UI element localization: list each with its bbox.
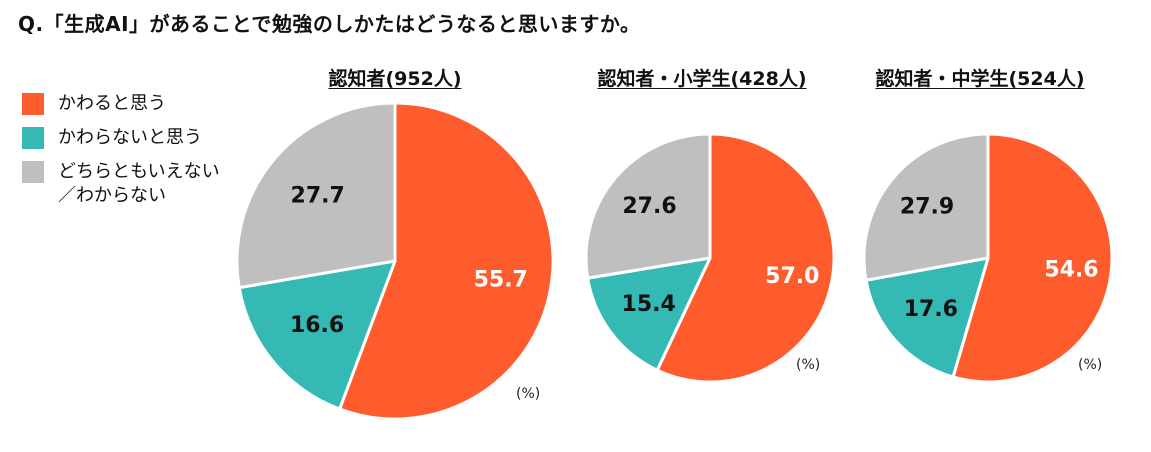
pie-slice-elementary-unsure bbox=[584, 132, 712, 280]
question-title: Q.「生成AI」があることで勉強のしかたはどうなると思いますか。 bbox=[18, 12, 641, 36]
chart-title-all: 認知者(952人) bbox=[328, 68, 462, 90]
legend-item-unsure: どちらともいえない ／わからない bbox=[22, 160, 220, 208]
legend-label-unsure: どちらともいえない ／わからない bbox=[58, 161, 220, 206]
pie-slice-junior-high-unsure bbox=[862, 132, 990, 282]
legend-swatch-change bbox=[22, 93, 44, 115]
legend-label-change: かわると思う bbox=[58, 93, 166, 114]
pie-slice-elementary-no-change bbox=[586, 256, 712, 372]
data-label-junior-high-change: 54.6 bbox=[1044, 258, 1098, 283]
unit-label-elementary: (%) bbox=[796, 357, 821, 373]
chart-title-elementary: 認知者・小学生(428人) bbox=[597, 68, 807, 90]
legend-item-no-change: かわらないと思う bbox=[22, 126, 220, 150]
legend: かわると思う かわらないと思う どちらともいえない ／わからない bbox=[22, 92, 220, 218]
data-label-all-no-change: 16.6 bbox=[290, 313, 344, 338]
pie-chart-all: 55.7 16.6 27.7 bbox=[235, 101, 555, 421]
pie-slice-junior-high-no-change bbox=[864, 256, 990, 379]
pie-slice-all-no-change bbox=[237, 259, 397, 411]
legend-swatch-no-change bbox=[22, 127, 44, 149]
data-label-elementary-change: 57.0 bbox=[765, 264, 819, 289]
legend-item-change: かわると思う bbox=[22, 92, 220, 116]
data-label-elementary-no-change: 15.4 bbox=[622, 292, 676, 317]
data-label-junior-high-unsure: 27.9 bbox=[900, 195, 954, 220]
chart-title-junior-high: 認知者・中学生(524人) bbox=[875, 68, 1085, 90]
data-label-all-unsure: 27.7 bbox=[291, 183, 345, 208]
unit-label-junior-high: (%) bbox=[1078, 357, 1103, 373]
unit-label-all: (%) bbox=[516, 386, 541, 402]
pie-chart-junior-high: 54.6 17.6 27.9 bbox=[862, 132, 1114, 384]
pie-slice-all-unsure bbox=[235, 101, 397, 290]
pie-chart-elementary: 57.0 15.4 27.6 bbox=[584, 132, 836, 384]
legend-label-no-change: かわらないと思う bbox=[58, 127, 202, 148]
pie-slice-junior-high-change bbox=[951, 132, 1114, 384]
data-label-junior-high-no-change: 17.6 bbox=[904, 297, 958, 322]
pie-slice-elementary-change bbox=[655, 132, 836, 384]
data-label-all-change: 55.7 bbox=[474, 268, 528, 293]
data-label-elementary-unsure: 27.6 bbox=[622, 194, 676, 219]
pie-slice-all-change bbox=[338, 101, 555, 421]
legend-swatch-unsure bbox=[22, 161, 44, 183]
